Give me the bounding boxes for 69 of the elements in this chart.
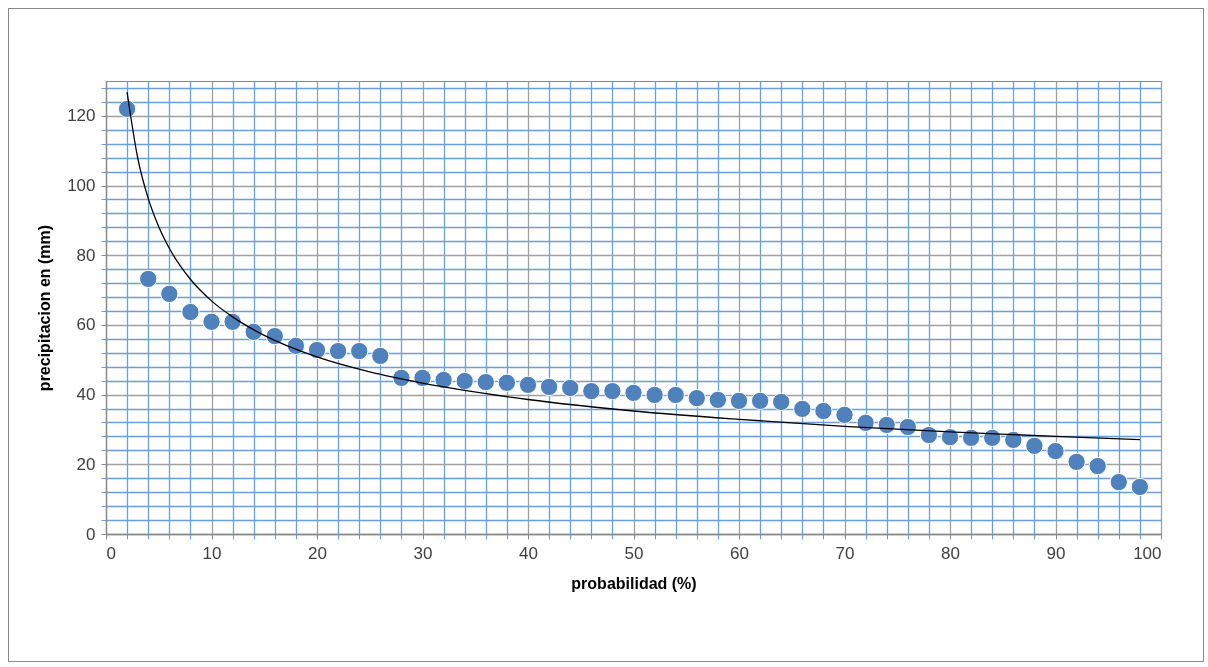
point bbox=[1088, 456, 1107, 476]
point bbox=[139, 269, 158, 289]
point bbox=[814, 401, 833, 421]
y-tick-label: 0 bbox=[86, 524, 96, 544]
x-tick-label: 100 bbox=[1133, 543, 1162, 563]
point bbox=[1046, 441, 1065, 461]
point bbox=[434, 370, 453, 390]
point bbox=[181, 302, 200, 322]
point bbox=[371, 346, 390, 366]
y-tick-label: 40 bbox=[76, 385, 96, 405]
point bbox=[286, 336, 306, 355]
point bbox=[582, 381, 601, 401]
x-axis-title: probabilidad (%) bbox=[571, 574, 697, 592]
point bbox=[603, 381, 622, 401]
point bbox=[497, 373, 517, 392]
point bbox=[307, 340, 327, 360]
point bbox=[518, 375, 538, 394]
point bbox=[983, 428, 1002, 447]
x-tick-label: 0 bbox=[106, 543, 116, 563]
point bbox=[160, 284, 179, 304]
x-tick-label: 10 bbox=[202, 543, 222, 563]
point bbox=[476, 372, 495, 392]
point bbox=[772, 392, 791, 412]
point bbox=[835, 405, 854, 424]
point bbox=[708, 390, 728, 409]
y-tick-label: 20 bbox=[76, 454, 96, 474]
point bbox=[856, 413, 875, 432]
point bbox=[561, 378, 580, 398]
y-tick-label: 120 bbox=[67, 106, 96, 126]
x-tick-label: 70 bbox=[835, 543, 855, 563]
point bbox=[877, 415, 896, 435]
point bbox=[328, 341, 348, 361]
point bbox=[750, 391, 770, 411]
x-tick-label: 20 bbox=[308, 543, 327, 563]
point bbox=[666, 385, 685, 405]
x-tick-label: 60 bbox=[730, 543, 749, 563]
point bbox=[350, 341, 369, 361]
point bbox=[244, 322, 263, 342]
point bbox=[413, 368, 432, 388]
x-tick-label: 40 bbox=[519, 543, 538, 563]
point bbox=[1130, 477, 1150, 497]
point bbox=[940, 427, 960, 447]
point bbox=[392, 368, 411, 388]
point bbox=[455, 371, 474, 391]
point bbox=[645, 385, 664, 405]
x-tick-label: 90 bbox=[1046, 543, 1066, 563]
x-tick-label: 80 bbox=[941, 543, 960, 563]
point bbox=[1004, 430, 1023, 450]
point bbox=[223, 312, 242, 331]
x-tick-label: 30 bbox=[413, 543, 433, 563]
point bbox=[624, 383, 643, 403]
point bbox=[961, 428, 981, 447]
point bbox=[117, 99, 137, 119]
point bbox=[898, 417, 917, 437]
point bbox=[265, 326, 284, 346]
y-axis-title: precipitacion en (mm) bbox=[36, 224, 54, 392]
x-tick-label: 50 bbox=[624, 543, 644, 563]
point bbox=[687, 388, 706, 408]
y-tick-label: 100 bbox=[67, 176, 96, 196]
point bbox=[539, 377, 559, 397]
point bbox=[202, 312, 221, 331]
point bbox=[793, 399, 812, 419]
point bbox=[1109, 472, 1128, 492]
point bbox=[1067, 452, 1086, 472]
point bbox=[729, 391, 749, 411]
y-tick-label: 60 bbox=[76, 315, 96, 335]
y-tick-label: 80 bbox=[76, 245, 96, 265]
point bbox=[919, 425, 939, 445]
point bbox=[1025, 436, 1044, 455]
